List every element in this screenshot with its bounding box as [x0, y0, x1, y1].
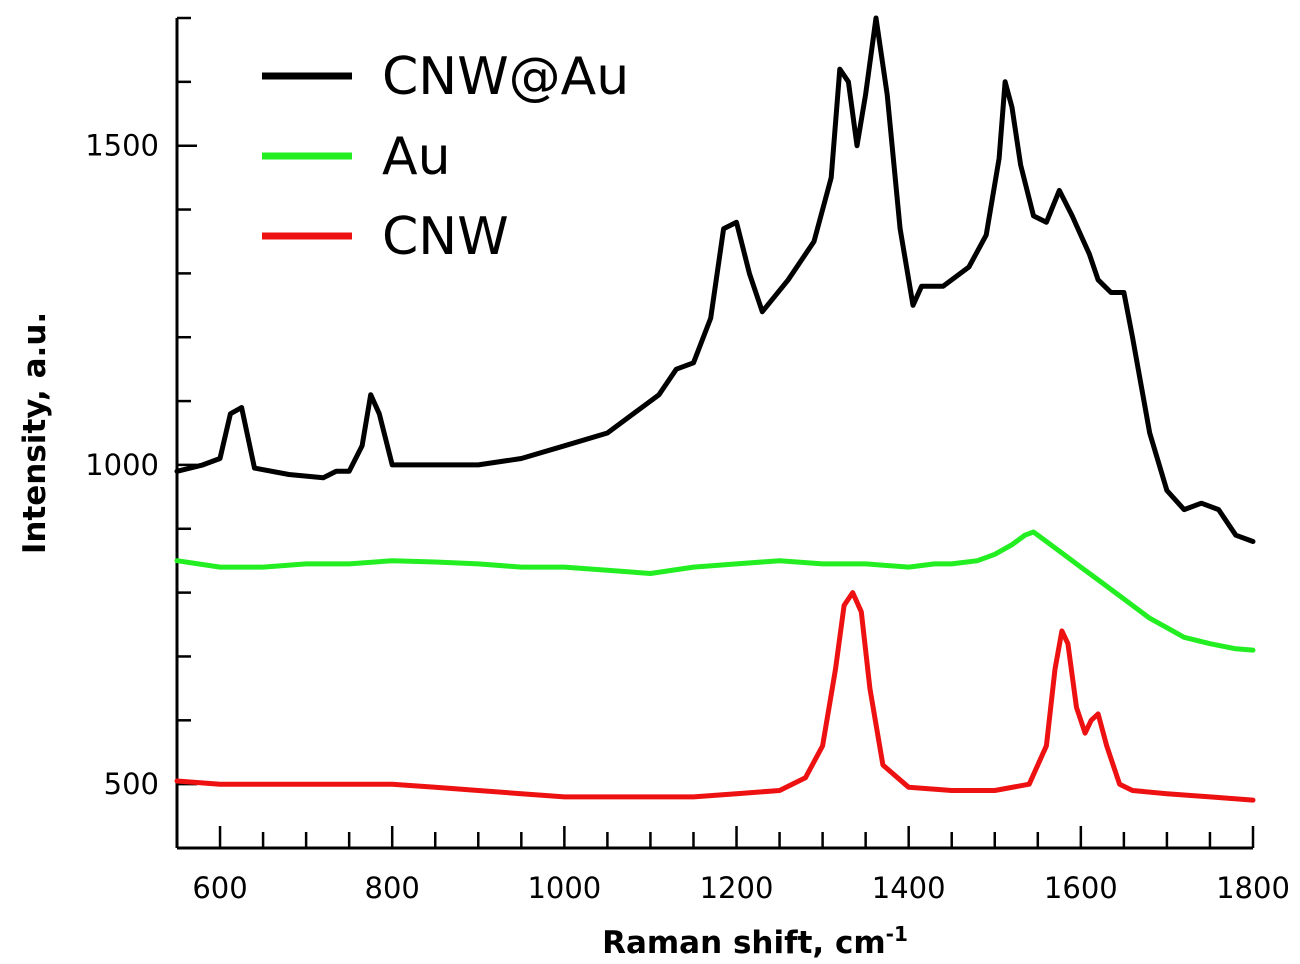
x-tick-label: 1200 — [700, 871, 774, 905]
x-axis-title-superscript: -1 — [886, 922, 908, 946]
legend-label: Au — [382, 127, 451, 187]
y-tick-label: 1500 — [85, 129, 159, 163]
x-tick-label: 1400 — [872, 871, 946, 905]
ticks-group: 600 800 1000 1200 1400 1600 1800 500 1000 1500 — [85, 16, 1290, 905]
x-axis-title-main: Raman shift, cm — [602, 925, 886, 961]
series-line-cnw-au — [174, 15, 1256, 544]
x-tick-label: 800 — [365, 871, 420, 905]
axes-group — [175, 18, 1253, 850]
x-tick-label: 1600 — [1044, 871, 1118, 905]
y-axis-title: Intensity, a.u. — [17, 312, 53, 554]
y-tick-label: 500 — [104, 767, 159, 801]
x-tick-label: 1000 — [527, 871, 601, 905]
legend-label: CNW — [382, 207, 509, 267]
series-line-cnw — [174, 590, 1256, 803]
legend: CNW@Au Au CNW — [262, 47, 629, 267]
series-group — [174, 15, 1256, 803]
series-line-au — [174, 529, 1256, 653]
x-axis-title: Raman shift, cm-1 — [602, 922, 908, 961]
y-tick-label: 1000 — [85, 448, 159, 482]
x-tick-label: 1800 — [1216, 871, 1290, 905]
legend-label: CNW@Au — [382, 47, 629, 107]
x-tick-label: 600 — [192, 871, 247, 905]
